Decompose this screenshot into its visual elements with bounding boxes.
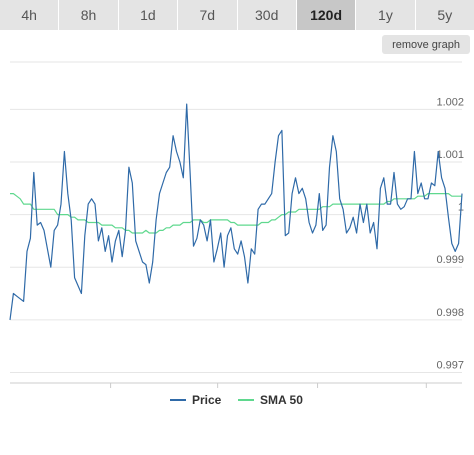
price-series-line — [9, 103, 463, 320]
tab-8h[interactable]: 8h — [59, 0, 119, 30]
tab-30d[interactable]: 30d — [237, 0, 297, 30]
range-tabs: 4h 8h 1d 7d 30d 120d 1y 5y — [0, 0, 474, 30]
tab-1d[interactable]: 1d — [118, 0, 179, 30]
y-tick-label: 0.997 — [436, 359, 464, 371]
sma-legend-swatch — [238, 399, 254, 401]
y-tick-label: 0.999 — [436, 254, 464, 266]
chart-legend: Price SMA 50 — [0, 393, 474, 409]
tab-120d[interactable]: 120d — [296, 0, 357, 30]
tab-7d[interactable]: 7d — [178, 0, 238, 30]
y-tick-label: 1.001 — [436, 149, 464, 161]
legend-label-sma: SMA 50 — [260, 393, 303, 407]
tab-4h[interactable]: 4h — [0, 0, 60, 30]
legend-item-sma[interactable]: SMA 50 — [238, 393, 303, 407]
y-tick-label: 1.002 — [436, 96, 464, 108]
tab-1y[interactable]: 1y — [356, 0, 416, 30]
tab-5y[interactable]: 5y — [415, 0, 474, 30]
remove-graph-button[interactable]: remove graph — [382, 35, 470, 54]
legend-item-price[interactable]: Price — [170, 393, 221, 407]
sma50-series-line — [10, 193, 462, 234]
y-tick-label: 0.998 — [436, 307, 464, 319]
legend-label-price: Price — [192, 393, 222, 407]
price-legend-swatch — [170, 399, 186, 401]
